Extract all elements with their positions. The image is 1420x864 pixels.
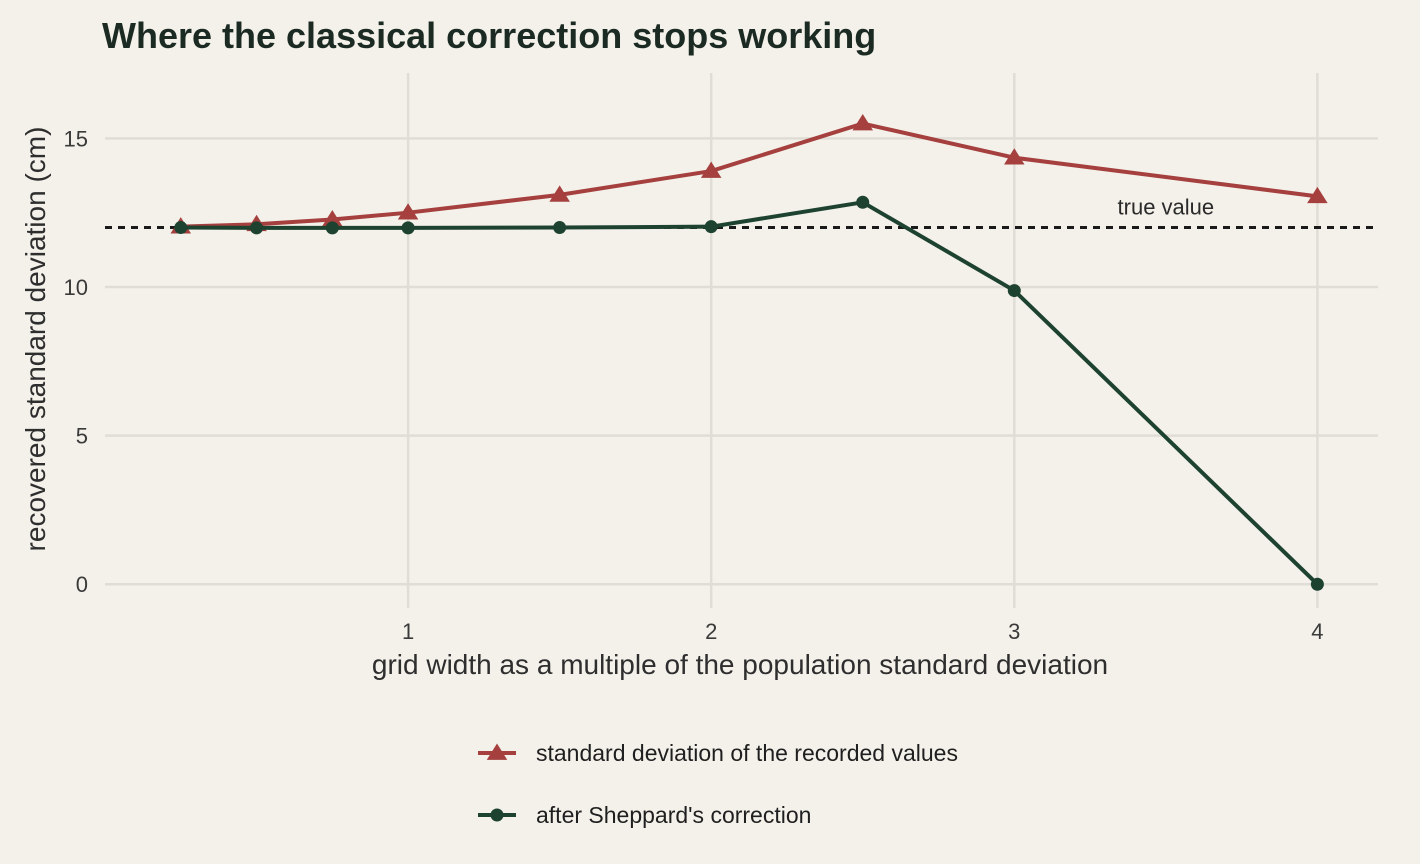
series-2 xyxy=(174,195,1324,591)
data-point xyxy=(250,221,264,235)
data-point xyxy=(852,114,873,131)
legend: standard deviation of the recorded value… xyxy=(478,740,958,828)
y-tick-label: 15 xyxy=(64,126,88,151)
data-point xyxy=(322,210,343,227)
data-point xyxy=(325,221,339,235)
y-tick-label: 10 xyxy=(64,275,88,300)
data-point xyxy=(856,195,870,209)
x-tick-label: 2 xyxy=(705,619,717,644)
data-point xyxy=(704,220,718,234)
grid xyxy=(105,73,1378,608)
tick-labels: 0 5 10 15 1 2 3 4 xyxy=(64,126,1324,644)
legend-marker xyxy=(486,743,508,760)
x-tick-label: 4 xyxy=(1311,619,1323,644)
data-point xyxy=(1007,284,1021,298)
x-tick-label: 3 xyxy=(1008,619,1020,644)
legend-label: after Sheppard's correction xyxy=(536,802,811,828)
chart-title: Where the classical correction stops wor… xyxy=(102,15,876,56)
data-point xyxy=(401,221,415,235)
x-tick-label: 1 xyxy=(402,619,414,644)
data-point xyxy=(549,185,570,202)
data-point xyxy=(1004,148,1025,165)
x-axis-title: grid width as a multiple of the populati… xyxy=(372,649,1108,680)
y-tick-label: 0 xyxy=(76,572,88,597)
data-point xyxy=(700,161,722,178)
y-axis-title: recovered standard deviation (cm) xyxy=(20,127,51,552)
legend-item: standard deviation of the recorded value… xyxy=(478,740,958,766)
data-point xyxy=(174,221,188,235)
legend-item: after Sheppard's correction xyxy=(478,802,811,828)
series-line xyxy=(180,200,1319,586)
series xyxy=(170,114,1328,591)
legend-marker xyxy=(490,808,504,822)
data-point xyxy=(1310,577,1324,591)
legend-label: standard deviation of the recorded value… xyxy=(536,740,958,766)
y-tick-label: 5 xyxy=(76,424,88,449)
true-value-label: true value xyxy=(1118,195,1215,220)
data-point xyxy=(397,203,419,220)
data-point xyxy=(553,221,567,235)
data-point xyxy=(1307,186,1328,204)
